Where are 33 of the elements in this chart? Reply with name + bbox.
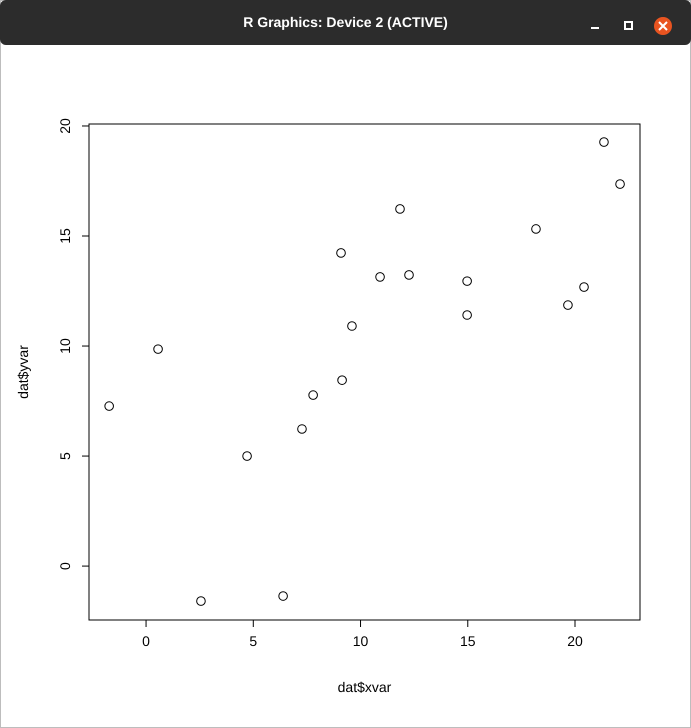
y-tick-label: 20 [57, 118, 73, 134]
x-tick-label: 20 [567, 633, 584, 649]
y-tick-label: 15 [57, 228, 73, 244]
point [579, 282, 589, 292]
point [308, 390, 318, 400]
point [375, 272, 385, 282]
y-tick-label: 10 [57, 338, 73, 354]
point [337, 375, 347, 385]
x-tick-label: 10 [352, 633, 369, 649]
y-axis-title: dat$yvar [15, 344, 31, 399]
x-axis-title: dat$xvar [338, 679, 392, 695]
point [462, 310, 472, 320]
y-tick-label: 0 [57, 562, 73, 570]
point [563, 300, 573, 310]
x-tick-label: 5 [249, 633, 258, 649]
x-tick-label: 15 [460, 633, 476, 649]
point [462, 276, 472, 286]
point [347, 321, 357, 331]
text: R Graphics: Device 2 (ACTIVE) [243, 14, 448, 30]
point [404, 270, 414, 280]
point [336, 248, 346, 258]
point [615, 179, 625, 189]
point [278, 591, 288, 601]
y-tick-label: 5 [57, 452, 73, 460]
point [531, 224, 541, 234]
point [395, 204, 405, 214]
x-tick-label: 0 [142, 633, 150, 649]
point [242, 451, 252, 461]
point [153, 344, 163, 354]
point [599, 137, 609, 147]
point [104, 401, 114, 411]
point [297, 424, 307, 434]
point [196, 596, 206, 606]
